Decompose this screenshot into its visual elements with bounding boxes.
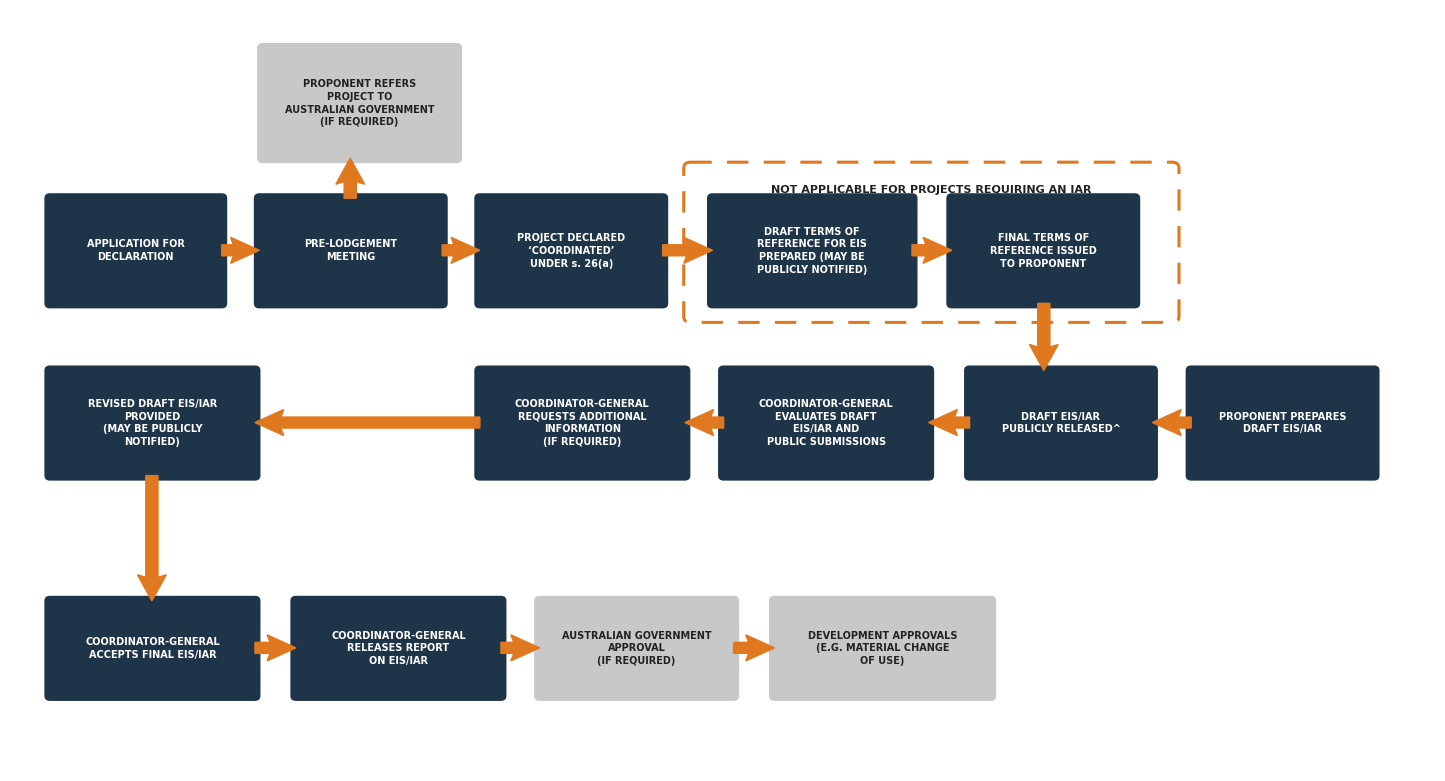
FancyBboxPatch shape: [45, 193, 227, 308]
FancyBboxPatch shape: [535, 596, 740, 701]
FancyBboxPatch shape: [45, 366, 260, 480]
Text: COORDINATOR-GENERAL
EVALUATES DRAFT
EIS/IAR AND
PUBLIC SUBMISSIONS: COORDINATOR-GENERAL EVALUATES DRAFT EIS/…: [759, 399, 893, 448]
FancyArrow shape: [254, 635, 296, 661]
Text: COORDINATOR-GENERAL
ACCEPTS FINAL EIS/IAR: COORDINATOR-GENERAL ACCEPTS FINAL EIS/IA…: [85, 637, 220, 660]
FancyArrow shape: [137, 476, 166, 601]
FancyArrow shape: [734, 635, 775, 661]
FancyArrow shape: [929, 409, 970, 436]
Text: NOT APPLICABLE FOR PROJECTS REQUIRING AN IAR: NOT APPLICABLE FOR PROJECTS REQUIRING AN…: [772, 185, 1091, 195]
FancyArrow shape: [1029, 303, 1058, 370]
Text: DRAFT EIS/IAR
PUBLICLY RELEASED^: DRAFT EIS/IAR PUBLICLY RELEASED^: [1001, 412, 1120, 434]
FancyBboxPatch shape: [946, 193, 1140, 308]
FancyBboxPatch shape: [257, 43, 462, 163]
FancyBboxPatch shape: [769, 596, 996, 701]
FancyArrow shape: [335, 159, 364, 198]
FancyBboxPatch shape: [474, 366, 691, 480]
FancyArrow shape: [442, 237, 480, 263]
Text: AUSTRALIAN GOVERNMENT
APPROVAL
(IF REQUIRED): AUSTRALIAN GOVERNMENT APPROVAL (IF REQUI…: [562, 630, 711, 666]
FancyBboxPatch shape: [1186, 366, 1380, 480]
FancyArrow shape: [663, 237, 712, 263]
Text: PRE-LODGEMENT
MEETING: PRE-LODGEMENT MEETING: [305, 240, 397, 262]
FancyBboxPatch shape: [290, 596, 506, 701]
FancyBboxPatch shape: [474, 193, 668, 308]
FancyBboxPatch shape: [718, 366, 933, 480]
Text: PROPONENT PREPARES
DRAFT EIS/IAR: PROPONENT PREPARES DRAFT EIS/IAR: [1218, 412, 1347, 434]
Text: DRAFT TERMS OF
REFERENCE FOR EIS
PREPARED (MAY BE
PUBLICLY NOTIFIED): DRAFT TERMS OF REFERENCE FOR EIS PREPARE…: [757, 226, 867, 275]
FancyArrow shape: [254, 409, 480, 436]
FancyArrow shape: [221, 237, 259, 263]
Text: PROPONENT REFERS
PROJECT TO
AUSTRALIAN GOVERNMENT
(IF REQUIRED): PROPONENT REFERS PROJECT TO AUSTRALIAN G…: [285, 79, 435, 127]
Text: PROJECT DECLARED
‘COORDINATED’
UNDER s. 26(a): PROJECT DECLARED ‘COORDINATED’ UNDER s. …: [517, 233, 626, 269]
FancyArrow shape: [912, 237, 952, 263]
FancyArrow shape: [685, 409, 724, 436]
Text: DEVELOPMENT APPROVALS
(E.G. MATERIAL CHANGE
OF USE): DEVELOPMENT APPROVALS (E.G. MATERIAL CHA…: [808, 630, 958, 666]
Text: FINAL TERMS OF
REFERENCE ISSUED
TO PROPONENT: FINAL TERMS OF REFERENCE ISSUED TO PROPO…: [990, 233, 1097, 269]
Text: REVISED DRAFT EIS/IAR
PROVIDED
(MAY BE PUBLICLY
NOTIFIED): REVISED DRAFT EIS/IAR PROVIDED (MAY BE P…: [88, 399, 217, 448]
FancyArrow shape: [501, 635, 539, 661]
FancyBboxPatch shape: [45, 596, 260, 701]
FancyArrow shape: [1153, 409, 1191, 436]
FancyBboxPatch shape: [254, 193, 448, 308]
Text: APPLICATION FOR
DECLARATION: APPLICATION FOR DECLARATION: [87, 240, 185, 262]
Text: COORDINATOR-GENERAL
REQUESTS ADDITIONAL
INFORMATION
(IF REQUIRED): COORDINATOR-GENERAL REQUESTS ADDITIONAL …: [514, 399, 650, 448]
FancyBboxPatch shape: [707, 193, 918, 308]
Text: COORDINATOR-GENERAL
RELEASES REPORT
ON EIS/IAR: COORDINATOR-GENERAL RELEASES REPORT ON E…: [331, 630, 465, 666]
FancyBboxPatch shape: [964, 366, 1157, 480]
